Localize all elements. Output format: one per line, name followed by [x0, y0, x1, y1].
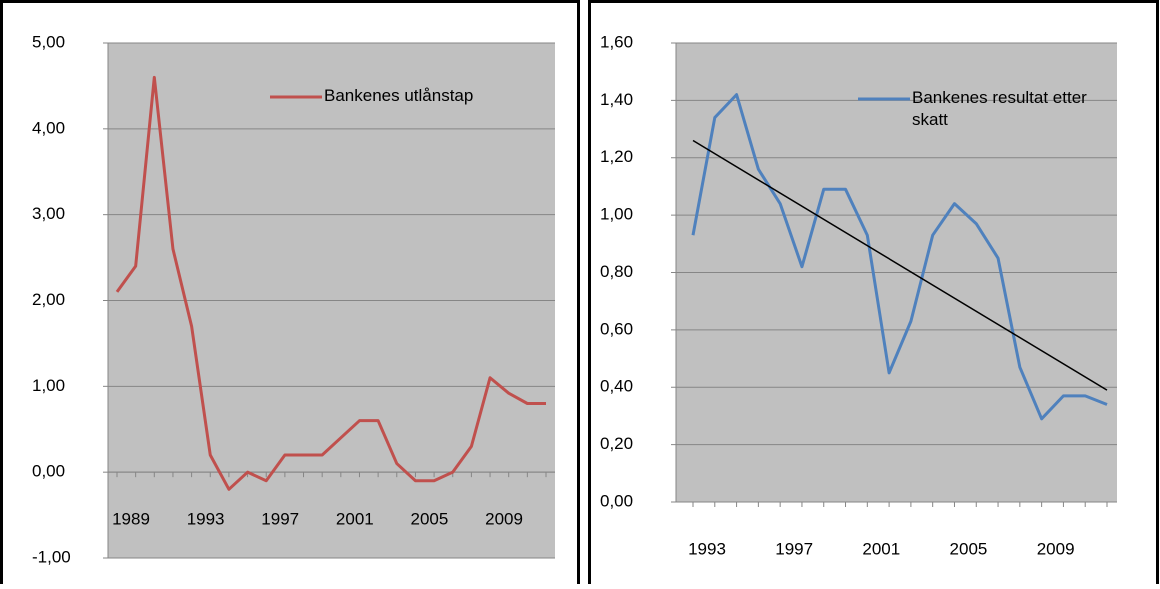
legend: Bankenes resultat etter skatt — [912, 88, 1087, 129]
legend-label: Bankenes resultat etter skatt — [912, 88, 1087, 129]
x-tick-label: 2005 — [950, 539, 988, 558]
y-tick-label: 1,00 — [600, 205, 633, 224]
x-tick-label: 2009 — [485, 510, 523, 529]
y-tick-label: 1,40 — [600, 90, 633, 109]
y-tick-label: 1,20 — [600, 147, 633, 166]
x-tick-label: 1993 — [187, 510, 225, 529]
y-tick-label: 3,00 — [32, 204, 65, 223]
x-tick-label: 1997 — [261, 510, 299, 529]
y-tick-label: 0,60 — [600, 319, 633, 338]
y-tick-label: 0,00 — [600, 491, 633, 510]
y-tick-label: 5,00 — [32, 32, 65, 51]
y-tick-label: -1,00 — [32, 547, 71, 566]
y-tick-label: 4,00 — [32, 118, 65, 137]
x-tick-label: 2001 — [336, 510, 374, 529]
y-tick-label: 0,40 — [600, 377, 633, 396]
y-tick-label: 2,00 — [32, 290, 65, 309]
x-tick-label: 1997 — [775, 539, 813, 558]
trendline — [692, 139, 1108, 391]
y-tick-label: 1,00 — [32, 376, 65, 395]
y-tick-label: 0,00 — [32, 462, 65, 481]
y-tick-label: 0,80 — [600, 262, 633, 281]
series-line — [691, 93, 1108, 421]
x-tick-label: 2001 — [862, 539, 900, 558]
legend-label: Bankenes utlånstap — [324, 86, 474, 105]
legend: Bankenes utlånstap — [324, 86, 474, 105]
x-tick-label: 1989 — [112, 510, 150, 529]
x-tick-label: 2005 — [411, 510, 449, 529]
x-tick-label: 2009 — [1037, 539, 1075, 558]
y-tick-label: 0,20 — [600, 434, 633, 453]
y-tick-label: 1,60 — [600, 32, 633, 51]
series-line — [115, 75, 546, 491]
x-tick-label: 1993 — [688, 539, 726, 558]
